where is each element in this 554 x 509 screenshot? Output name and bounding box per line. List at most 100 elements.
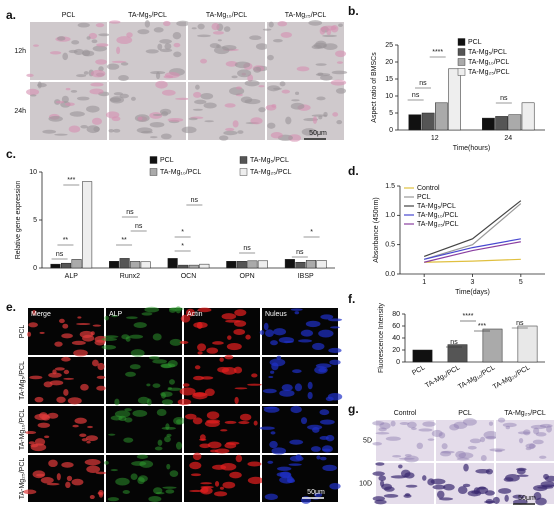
bar — [167, 258, 178, 269]
line-series — [424, 238, 521, 260]
x-tick-label: ALP — [65, 273, 79, 280]
cell — [61, 356, 71, 362]
bar — [435, 102, 448, 131]
bar — [284, 259, 295, 269]
legend-label: TA-Mg₁₀/PCL — [468, 59, 509, 66]
cell — [294, 311, 300, 315]
cell — [92, 45, 107, 52]
cell — [319, 409, 330, 416]
cell — [300, 329, 314, 337]
cell — [110, 469, 119, 472]
cell — [37, 422, 51, 428]
cell — [97, 362, 105, 371]
cell — [300, 417, 308, 425]
cell — [443, 483, 455, 491]
cell — [169, 307, 177, 313]
significance-label: ns — [516, 320, 524, 327]
cell — [153, 27, 164, 33]
cell — [467, 445, 477, 450]
cell — [76, 96, 90, 101]
y-tick-label: 0.0 — [385, 271, 395, 278]
cell — [512, 494, 525, 499]
line-series — [424, 241, 521, 263]
cell — [225, 319, 241, 323]
y-axis-label: Absorbance (450nm) — [373, 197, 380, 262]
cell — [227, 335, 232, 340]
cell — [92, 117, 102, 125]
cell — [267, 54, 274, 61]
cell — [199, 443, 211, 449]
cell — [95, 471, 107, 475]
column-label: Control — [394, 410, 417, 417]
x-tick-label: 12 — [431, 135, 439, 142]
row-label: TA-Mg₁₀/PCL — [19, 409, 26, 450]
cell — [173, 416, 185, 425]
line-series — [423, 203, 522, 260]
cell — [65, 87, 71, 91]
cell — [86, 105, 100, 113]
cell — [73, 48, 84, 56]
cell — [161, 89, 176, 96]
bar — [236, 261, 247, 269]
y-tick-label: 20 — [385, 59, 393, 66]
cell — [204, 120, 214, 123]
cell — [33, 44, 39, 47]
bar — [178, 264, 189, 269]
bar — [199, 263, 210, 269]
cell — [63, 369, 70, 375]
cell — [56, 396, 66, 403]
cell — [30, 94, 37, 97]
cell — [489, 448, 506, 452]
cell — [267, 122, 276, 129]
cell — [61, 333, 73, 339]
line-series — [423, 200, 522, 257]
cell — [37, 82, 47, 88]
cell — [234, 396, 239, 405]
cell — [455, 450, 467, 459]
bar — [421, 112, 435, 131]
bar — [316, 260, 327, 269]
significance-label: **** — [463, 313, 474, 320]
cell — [89, 495, 95, 500]
cell — [55, 100, 65, 104]
row-label: 24h — [14, 108, 26, 115]
cell — [159, 48, 173, 53]
cell — [279, 81, 286, 87]
cell — [63, 388, 69, 396]
cell — [224, 103, 236, 108]
cell — [263, 322, 269, 331]
cell — [273, 39, 283, 43]
cell — [120, 62, 129, 66]
cell — [277, 21, 288, 27]
bar — [495, 116, 508, 131]
cell — [259, 330, 265, 335]
cell — [264, 493, 278, 500]
bar — [257, 260, 268, 269]
cell — [126, 316, 138, 319]
cell — [247, 383, 262, 386]
bar — [140, 261, 151, 269]
cell — [220, 429, 228, 432]
bar — [82, 181, 93, 269]
cell — [64, 102, 75, 106]
cell — [379, 422, 391, 430]
cell — [96, 375, 106, 380]
cell — [262, 28, 272, 31]
cell — [57, 36, 66, 41]
cell — [179, 340, 189, 344]
column-label: PCL — [458, 410, 472, 417]
cell — [175, 306, 182, 314]
cell — [502, 422, 517, 428]
cell — [108, 433, 116, 436]
column-label: TA-Mg₂₅/PCL — [504, 410, 546, 417]
bar — [517, 325, 538, 363]
cell — [288, 463, 302, 466]
cell — [137, 29, 150, 35]
cell — [404, 472, 415, 479]
cell — [95, 23, 105, 28]
cell — [440, 450, 455, 454]
bar — [447, 344, 468, 363]
cell — [206, 347, 219, 354]
micrograph — [376, 463, 434, 504]
cell — [129, 364, 141, 370]
